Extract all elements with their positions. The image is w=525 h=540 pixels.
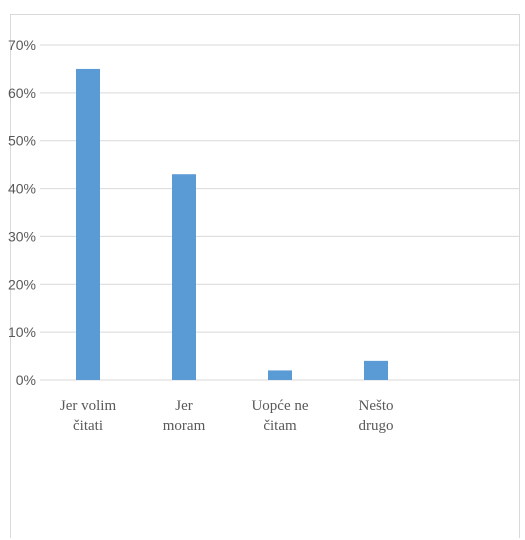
x-tick-label: drugo <box>359 418 394 434</box>
y-tick-label: 20% <box>8 276 36 292</box>
bar <box>76 68 100 380</box>
bar <box>364 360 388 380</box>
x-tick-label: Uopće ne <box>251 398 308 414</box>
x-tick-label: čitam <box>263 418 297 434</box>
bar <box>268 370 292 380</box>
y-tick-label: 10% <box>8 324 36 340</box>
bar <box>172 174 196 380</box>
y-tick-label: 30% <box>8 228 36 244</box>
y-tick-label: 0% <box>16 372 36 388</box>
x-tick-label: Jer volim <box>60 398 117 414</box>
x-tick-label: Nešto <box>359 398 394 414</box>
y-tick-label: 40% <box>8 181 36 197</box>
x-tick-label: moram <box>163 418 206 434</box>
y-tick-label: 70% <box>8 37 36 53</box>
y-tick-label: 60% <box>8 85 36 101</box>
y-tick-label: 50% <box>8 133 36 149</box>
x-tick-label: Jer <box>175 398 193 414</box>
x-tick-label: čitati <box>73 418 103 434</box>
